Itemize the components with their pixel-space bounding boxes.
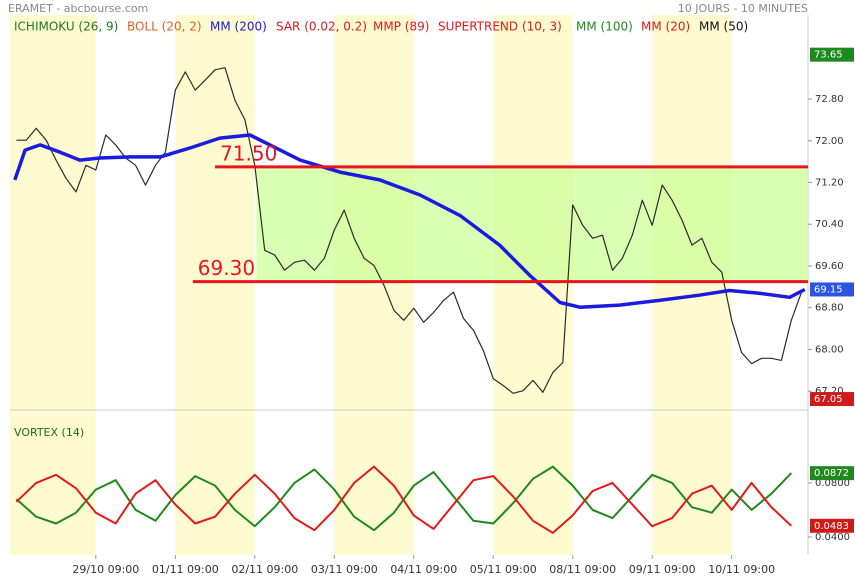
day-band [652, 15, 732, 555]
price-badge-label: 67.05 [814, 394, 843, 405]
price-badge-label: 0.0483 [814, 521, 849, 532]
x-tick-label: 05/11 09:00 [470, 563, 537, 576]
day-bands [10, 15, 732, 555]
price-badge [810, 466, 854, 481]
y-tick-label: 0.0400 [815, 532, 850, 543]
series-line [15, 465, 792, 534]
legend-item: SAR (0.02, 0.2) [276, 20, 367, 34]
legend-item: MM (200) [210, 20, 267, 34]
day-band [175, 15, 255, 555]
header-period: 10 JOURS - 10 MINUTES [678, 2, 808, 15]
y-tick-label: 68.00 [815, 344, 844, 355]
level-label: 71.50 [220, 141, 277, 165]
y-tick-label: 68.80 [815, 303, 844, 314]
price-badge [810, 392, 854, 407]
legend-item: MM (20) [641, 20, 690, 34]
day-band [334, 15, 414, 555]
price-badge [810, 518, 854, 533]
x-tick-label: 03/11 09:00 [311, 563, 378, 576]
x-tick-label: 10/11 09:00 [708, 563, 775, 576]
legend-item: MMP (89) [373, 20, 429, 34]
y-tick-label: 71.20 [815, 177, 844, 188]
x-tick-label: 09/11 09:00 [629, 563, 696, 576]
legend-item: ICHIMOKU (26, 9) [14, 20, 118, 34]
x-tick-label: 29/10 09:00 [72, 563, 139, 576]
price-badge-label: 73.65 [814, 50, 843, 61]
price-badge-label: 69.15 [814, 284, 843, 295]
y-tick-label: 67.20 [815, 386, 844, 397]
y-tick-label: 69.60 [815, 261, 844, 272]
panel-title: VORTEX (14) [14, 426, 84, 439]
legend-item: BOLL (20, 2) [127, 20, 202, 34]
x-tick-label: 04/11 09:00 [390, 563, 457, 576]
legend-item: MM (100) [576, 20, 633, 34]
price-badge-label: 0.0872 [814, 468, 849, 479]
y-tick-label: 70.40 [815, 219, 844, 230]
header-title: ERAMET - abcbourse.com [8, 2, 148, 15]
x-tick-label: 02/11 09:00 [231, 563, 298, 576]
level-label: 69.30 [198, 256, 255, 280]
series-line [13, 133, 806, 309]
x-tick-label: 01/11 09:00 [152, 563, 219, 576]
y-tick-label: 0.0800 [815, 478, 850, 489]
legend-item: SUPERTREND (10, 3) [438, 20, 562, 34]
y-tick-label: 72.00 [815, 136, 844, 147]
price-badge [810, 47, 854, 62]
y-tick-label: 72.80 [815, 94, 844, 105]
legend-item: MM (50) [699, 20, 748, 34]
x-tick-label: 08/11 09:00 [549, 563, 616, 576]
range-zone [256, 166, 808, 282]
day-band [10, 15, 96, 555]
series-line [16, 67, 802, 394]
price-badge [810, 282, 854, 297]
day-band [493, 15, 573, 555]
